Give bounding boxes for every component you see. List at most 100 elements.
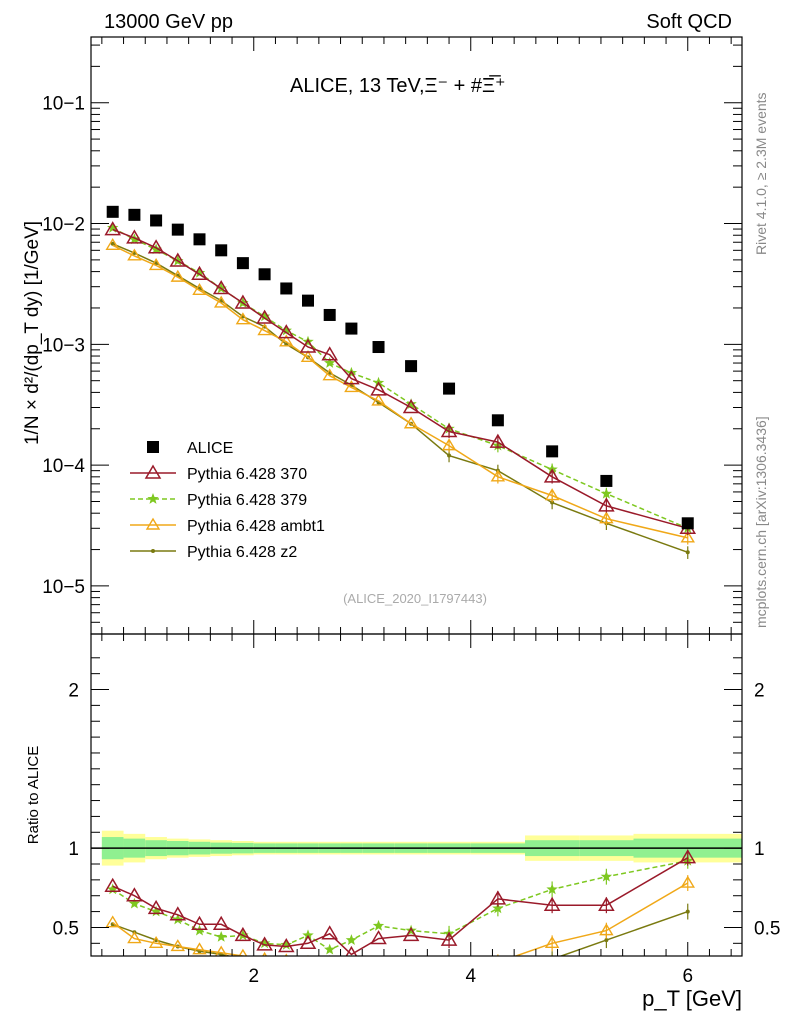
point-ambt1 xyxy=(235,312,251,325)
point-p379 xyxy=(258,310,271,322)
point-alice xyxy=(215,244,228,257)
ratio-point-z2 xyxy=(263,960,267,964)
ratio-point-ambt1 xyxy=(599,923,614,936)
legend-label: Pythia 6.428 379 xyxy=(187,492,307,509)
x-tick-label: 2 xyxy=(248,966,259,987)
y-tick-label-main: 10−3 xyxy=(42,335,85,356)
ratio-point-z2 xyxy=(685,909,690,914)
y-tick-label-main: 10−5 xyxy=(42,577,85,598)
point-z2 xyxy=(447,453,452,458)
ratio-point-z2 xyxy=(409,968,413,972)
ratio-point-z2 xyxy=(377,967,381,971)
point-alice xyxy=(405,360,418,373)
legend-marker-p370 xyxy=(144,464,162,479)
ratio-point-z2 xyxy=(447,968,451,972)
y-tick-label-main: 10−1 xyxy=(42,94,85,115)
analysis-tag: (ALICE_2020_I1797443) xyxy=(343,591,487,606)
ratio-point-p379 xyxy=(258,937,271,949)
ratio-point-p379 xyxy=(150,905,162,917)
ratio-point-ambt1 xyxy=(544,935,560,949)
point-p370 xyxy=(489,433,507,448)
y-axis-label-ratio: Ratio to ALICE xyxy=(25,746,42,844)
ratio-point-p370 xyxy=(126,887,143,902)
point-alice xyxy=(302,294,314,307)
point-p370 xyxy=(321,346,339,361)
ratio-point-p379 xyxy=(546,883,558,895)
point-ambt1 xyxy=(300,350,316,363)
ratio-point-p370 xyxy=(169,906,187,921)
point-p370 xyxy=(598,497,615,512)
point-alice xyxy=(546,445,559,458)
point-p370 xyxy=(440,422,458,438)
point-p379 xyxy=(128,233,141,245)
legend-marker-ambt1 xyxy=(145,517,161,530)
ratio-point-p379 xyxy=(372,919,385,931)
ratio-line-ambt1 xyxy=(112,882,689,956)
ratio-point-p370 xyxy=(598,896,615,911)
point-p370 xyxy=(343,370,360,385)
point-alice xyxy=(345,322,358,335)
ratio-point-z2 xyxy=(284,962,288,966)
ratio-point-ambt1 xyxy=(148,935,164,949)
point-ambt1 xyxy=(441,438,457,451)
axes-layer: 2 4 6 10−5 10−4 10−3 10−2 10−1 0.5 0.5 1 1 2 2 xyxy=(42,36,780,987)
ratio-point-z2 xyxy=(349,967,353,971)
ratio-point-ambt1 xyxy=(329,954,331,956)
point-p370 xyxy=(234,294,252,309)
ratio-point-ambt1 xyxy=(307,954,309,956)
point-alice xyxy=(600,474,613,487)
ratio-point-p379 xyxy=(345,934,358,945)
y-tick-label-ratio: 2 xyxy=(68,681,79,702)
point-alice xyxy=(681,517,694,530)
point-alice xyxy=(106,205,119,218)
ratio-point-ambt1 xyxy=(170,939,186,952)
legend-marker-p379 xyxy=(147,493,159,504)
header-right: Soft QCD xyxy=(646,11,732,33)
point-ambt1 xyxy=(544,488,560,501)
rivet-label: Rivet 4.1.0, ≥ 2.3M events xyxy=(753,92,769,255)
point-p379 xyxy=(280,324,292,336)
ratio-point-z2 xyxy=(328,965,332,969)
x-tick-label: 4 xyxy=(465,966,476,987)
y-tick-label-ratio: 0.5 xyxy=(53,918,79,939)
chart-title: ALICE, 13 TeV,Ξ⁻ + #Ξ̅⁺ xyxy=(290,74,506,97)
ratio-point-p379 xyxy=(193,924,206,936)
ratio-point-p370 xyxy=(402,926,420,942)
ratio-point-p370 xyxy=(489,890,507,905)
point-p370 xyxy=(104,221,122,236)
ratio-point-p379 xyxy=(492,902,504,914)
ratio-point-p370 xyxy=(147,899,165,915)
ratio-point-ambt1 xyxy=(262,951,268,956)
legend-label: Pythia 6.428 z2 xyxy=(187,544,297,561)
ratio-point-z2 xyxy=(496,968,500,972)
point-ambt1 xyxy=(403,416,419,429)
ratio-point-p379 xyxy=(107,883,119,895)
ratio-line-z2 xyxy=(112,910,689,956)
ratio-point-ambt1 xyxy=(345,958,357,968)
ratio-point-p370 xyxy=(191,915,208,931)
ratio-point-p379 xyxy=(302,929,314,941)
x-axis-label: p_T [GeV] xyxy=(642,986,742,1011)
ratio-point-p379 xyxy=(324,943,336,955)
mcplots-label: mcplots.cern.ch [arXiv:1306.3436] xyxy=(753,416,769,628)
ratio-point-p370 xyxy=(321,925,339,940)
ratio-point-p370 xyxy=(345,945,358,956)
point-p379 xyxy=(193,266,206,278)
ratio-point-ambt1 xyxy=(497,954,499,956)
point-ambt1 xyxy=(322,368,337,381)
legend-label: ALICE xyxy=(187,440,233,457)
point-p370 xyxy=(191,265,208,281)
point-p370 xyxy=(126,229,143,244)
y-tick-label-ratio-right: 1 xyxy=(754,839,765,860)
point-alice xyxy=(443,382,456,395)
point-ambt1 xyxy=(127,248,142,261)
legend: ALICE Pythia 6.428 370 Pythia 6.428 379 Pyt… xyxy=(130,440,325,561)
ratio-frame xyxy=(90,633,743,957)
x-tick-label: 6 xyxy=(682,966,693,987)
ratio-point-ambt1 xyxy=(373,958,385,968)
ratio-point-p379 xyxy=(280,938,292,950)
point-p379 xyxy=(324,357,336,368)
point-ambt1 xyxy=(371,393,386,406)
legend-marker-z2 xyxy=(151,549,155,553)
